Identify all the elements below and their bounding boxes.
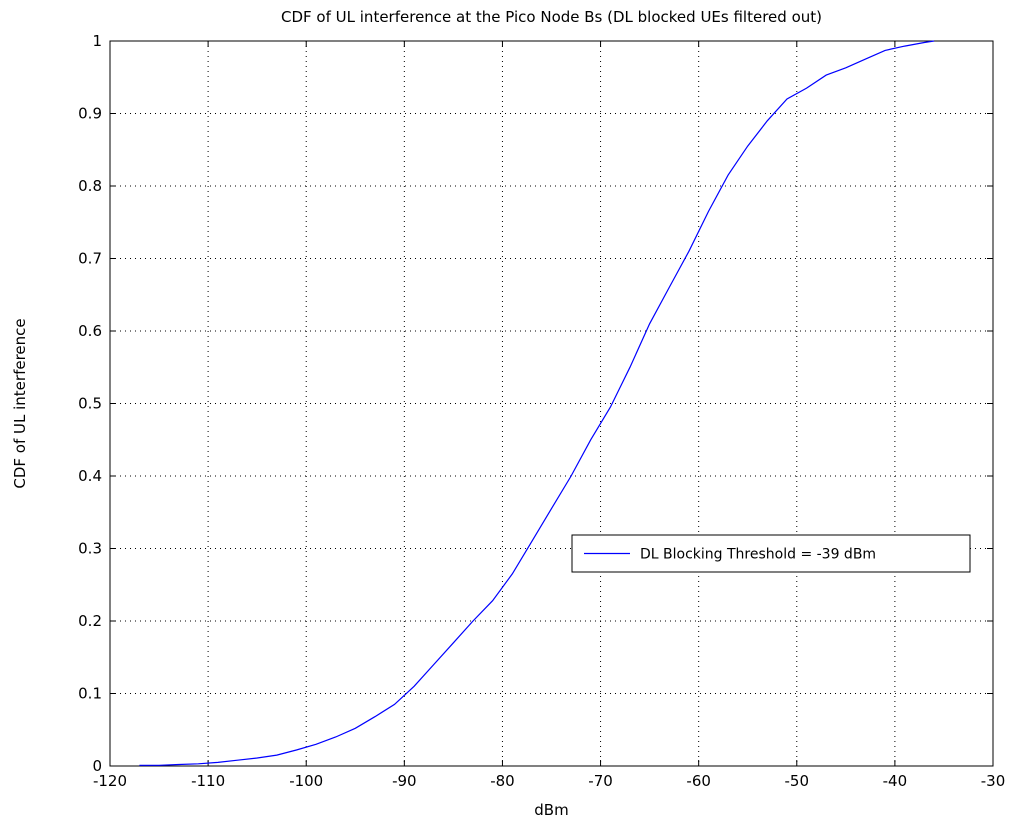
x-tick-label: -30: [981, 772, 1006, 790]
series-layer: [139, 40, 935, 766]
x-tick-label: -80: [490, 772, 515, 790]
y-tick-label: 0.5: [78, 395, 102, 413]
y-tick-label: 0.2: [78, 612, 102, 630]
axis-ticks: -120 -110 -100 -90 -80 -70 -60 -50 -40 -30 0 0.1 0.2…: [78, 32, 1005, 790]
x-tick-label: -110: [191, 772, 225, 790]
legend-label: DL Blocking Threshold = -39 dBm: [640, 547, 876, 563]
y-tick-label: 1: [92, 32, 102, 50]
legend: DL Blocking Threshold = -39 dBm: [571, 534, 971, 573]
y-tick-label: 0.4: [78, 467, 102, 485]
x-tick-label: -120: [93, 772, 127, 790]
y-tick-label: 0.9: [78, 105, 102, 123]
x-tick-label: -100: [289, 772, 323, 790]
y-tick-label: 0.7: [78, 250, 102, 268]
y-tick-label: 0.1: [78, 685, 102, 703]
chart-title: CDF of UL interference at the Pico Node …: [281, 8, 822, 26]
x-tick-label: -50: [785, 772, 810, 790]
grid: [110, 41, 993, 766]
y-tick-label: 0: [92, 757, 102, 775]
x-tick-label: -40: [883, 772, 908, 790]
y-tick-label: 0.3: [78, 540, 102, 558]
y-tick-label: 0.6: [78, 322, 102, 340]
y-tick-label: 0.8: [78, 177, 102, 195]
x-tick-label: -70: [588, 772, 613, 790]
y-axis-label: CDF of UL interference: [11, 318, 29, 488]
x-axis-label: dBm: [534, 801, 568, 819]
legend-box: [571, 534, 971, 573]
series-line: [139, 40, 935, 766]
x-tick-label: -60: [686, 772, 711, 790]
x-tick-label: -90: [392, 772, 417, 790]
